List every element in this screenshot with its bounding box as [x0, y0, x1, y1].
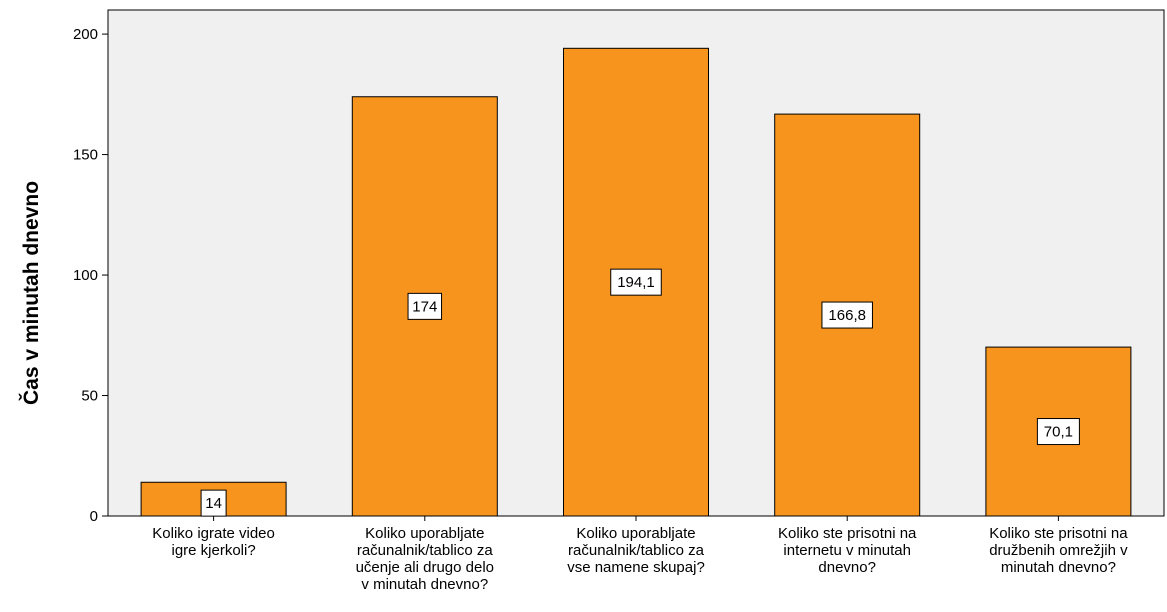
y-tick-label: 200 [73, 26, 98, 43]
x-tick-label: Koliko ste prisotni na družbenih omrežjih… [989, 525, 1128, 576]
x-axis-categories: Koliko igrate video igre kjerkoli? Koliko … [152, 516, 1128, 593]
x-tick-label: Koliko igrate video igre kjerkoli? [152, 525, 275, 559]
y-tick-label: 150 [73, 147, 98, 164]
data-label-box [610, 268, 662, 296]
data-label-box [407, 292, 443, 320]
x-tick-label: Koliko ste prisotni na internetu v minuta… [778, 525, 917, 576]
data-label: 14 [205, 495, 222, 512]
x-tick-label: Koliko uporabljate računalnik/tablico za u… [356, 525, 494, 593]
y-axis-label: Čas v minutah dnevno [19, 181, 43, 405]
data-label: 166,8 [828, 307, 866, 324]
y-tick-label: 100 [73, 267, 98, 284]
data-label-box [821, 301, 873, 329]
bars-layer: 14 174 194,1 166,8 70,1 [140, 47, 1132, 517]
data-label-box [1036, 418, 1080, 446]
data-label: 194,1 [617, 274, 655, 291]
y-tick-label: 50 [81, 388, 98, 405]
data-label: 70,1 [1044, 424, 1073, 441]
y-tick-label: 0 [90, 508, 98, 525]
x-tick-label: Koliko uporabljate računalnik/tablico za v… [567, 525, 705, 576]
data-label: 174 [412, 298, 437, 315]
y-axis: 0 50 100 150 200 [73, 26, 108, 525]
